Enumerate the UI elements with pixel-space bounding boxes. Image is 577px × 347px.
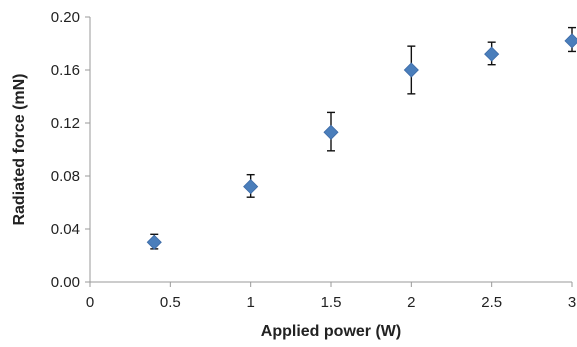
marker-group bbox=[146, 33, 577, 250]
data-point bbox=[243, 179, 259, 195]
errorbar-group bbox=[150, 26, 576, 250]
x-tick-label: 1.5 bbox=[321, 294, 342, 311]
y-tick-label: 0.20 bbox=[51, 9, 80, 26]
data-point bbox=[146, 234, 162, 250]
y-axis-title: Radiated force (mN) bbox=[11, 73, 28, 225]
x-axis-title: Applied power (W) bbox=[261, 323, 401, 340]
y-tick-label: 0.04 bbox=[51, 221, 80, 238]
x-tick-label: 0 bbox=[86, 294, 94, 311]
x-tick-label: 1 bbox=[246, 294, 254, 311]
data-point bbox=[564, 33, 577, 49]
y-tick-label: 0.16 bbox=[51, 62, 80, 79]
y-tick-label: 0.12 bbox=[51, 115, 80, 132]
y-tick-label: 0.00 bbox=[51, 274, 80, 291]
x-tick-label: 0.5 bbox=[160, 294, 181, 311]
x-tick-label: 2.5 bbox=[481, 294, 502, 311]
x-tick-label: 2 bbox=[407, 294, 415, 311]
x-tick-label: 3 bbox=[568, 294, 576, 311]
y-tick-label: 0.08 bbox=[51, 168, 80, 185]
data-point bbox=[484, 46, 500, 62]
tick-group: 0.00 0.04 0.08 0.12 0.16 0.20 0 0.5 1 1.5 2 2.5 3 bbox=[51, 9, 576, 311]
data-point bbox=[323, 124, 339, 140]
data-point bbox=[403, 62, 419, 78]
